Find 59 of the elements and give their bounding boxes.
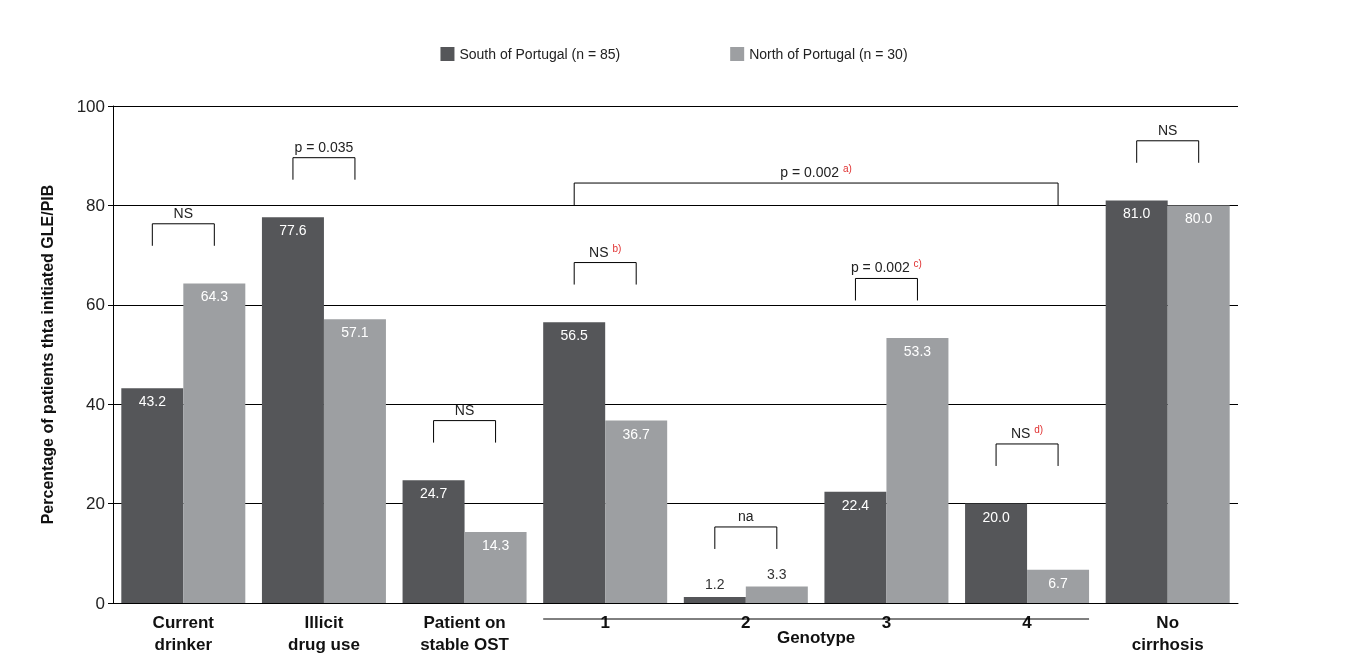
annotation: NS $^{b)}$ (589, 242, 622, 260)
bar (745, 586, 808, 603)
y-axis-title: Percentage of patients thta initiated GLE/PIB (38, 184, 56, 525)
data-label: 1.2 (705, 576, 725, 593)
bar (683, 597, 746, 603)
data-label: 6.7 (1048, 574, 1068, 591)
y-tick-label: 20 (86, 494, 105, 514)
data-label: 64.3 (200, 288, 229, 305)
bar (183, 283, 246, 603)
y-tick-label: 60 (86, 295, 105, 315)
bar (464, 531, 527, 603)
x-tick-label: Illicit drug use (288, 612, 360, 654)
data-label: 3.3 (767, 565, 787, 582)
data-label: 24.7 (419, 485, 448, 502)
annotation: NS (454, 401, 475, 418)
data-label: 53.3 (903, 343, 932, 360)
bar (965, 503, 1028, 603)
data-label: 43.2 (138, 393, 167, 410)
data-label: 57.1 (341, 324, 369, 341)
data-label: 22.4 (841, 496, 870, 513)
x-tick-label: 2 (741, 612, 751, 632)
y-tick-label: 0 (95, 593, 105, 613)
bar (1105, 200, 1168, 603)
legend-label: South of Portugal (n = 85) (459, 46, 621, 62)
annotation: NS (1157, 121, 1178, 138)
x-tick-label: Patient on stable OST (420, 612, 510, 654)
y-tick-label: 80 (86, 195, 105, 215)
data-label: 14.3 (481, 536, 510, 553)
bar (605, 420, 668, 603)
x-tick-label: No cirrhosis (1131, 612, 1204, 654)
bar (323, 319, 386, 603)
annotation: p = 0.002 $^{a)}$ (780, 162, 852, 181)
bar (824, 491, 887, 603)
annotation: na (738, 507, 754, 524)
annotation: NS $^{d)}$ (1010, 423, 1044, 441)
annotation: p = 0.002 $^{c)}$ (850, 257, 922, 276)
x-tick-label: 1 (600, 612, 610, 632)
annotation: NS (173, 204, 194, 221)
data-label: 77.6 (279, 222, 307, 239)
bar (1027, 569, 1090, 603)
bar (261, 217, 324, 603)
bar (886, 338, 949, 603)
data-label: 80.0 (1185, 210, 1213, 227)
x-tick-label: 3 (881, 612, 892, 632)
data-label: 56.5 (560, 327, 589, 344)
data-label: 20.0 (982, 508, 1010, 525)
data-label: 36.7 (622, 425, 651, 442)
annotation: p = 0.035 (294, 138, 354, 155)
x-tick-label: Current drinker (152, 612, 215, 654)
y-tick-label: 100 (76, 96, 105, 116)
bar (121, 388, 184, 603)
x-tick-label: 4 (1022, 612, 1033, 632)
bar (1167, 205, 1230, 603)
bar (402, 480, 465, 603)
legend-label: North of Portugal (n = 30) (749, 46, 908, 62)
bar (543, 322, 606, 603)
y-tick-label: 40 (86, 394, 105, 414)
text: Genotype (776, 628, 856, 647)
data-label: 81.0 (1123, 205, 1151, 222)
